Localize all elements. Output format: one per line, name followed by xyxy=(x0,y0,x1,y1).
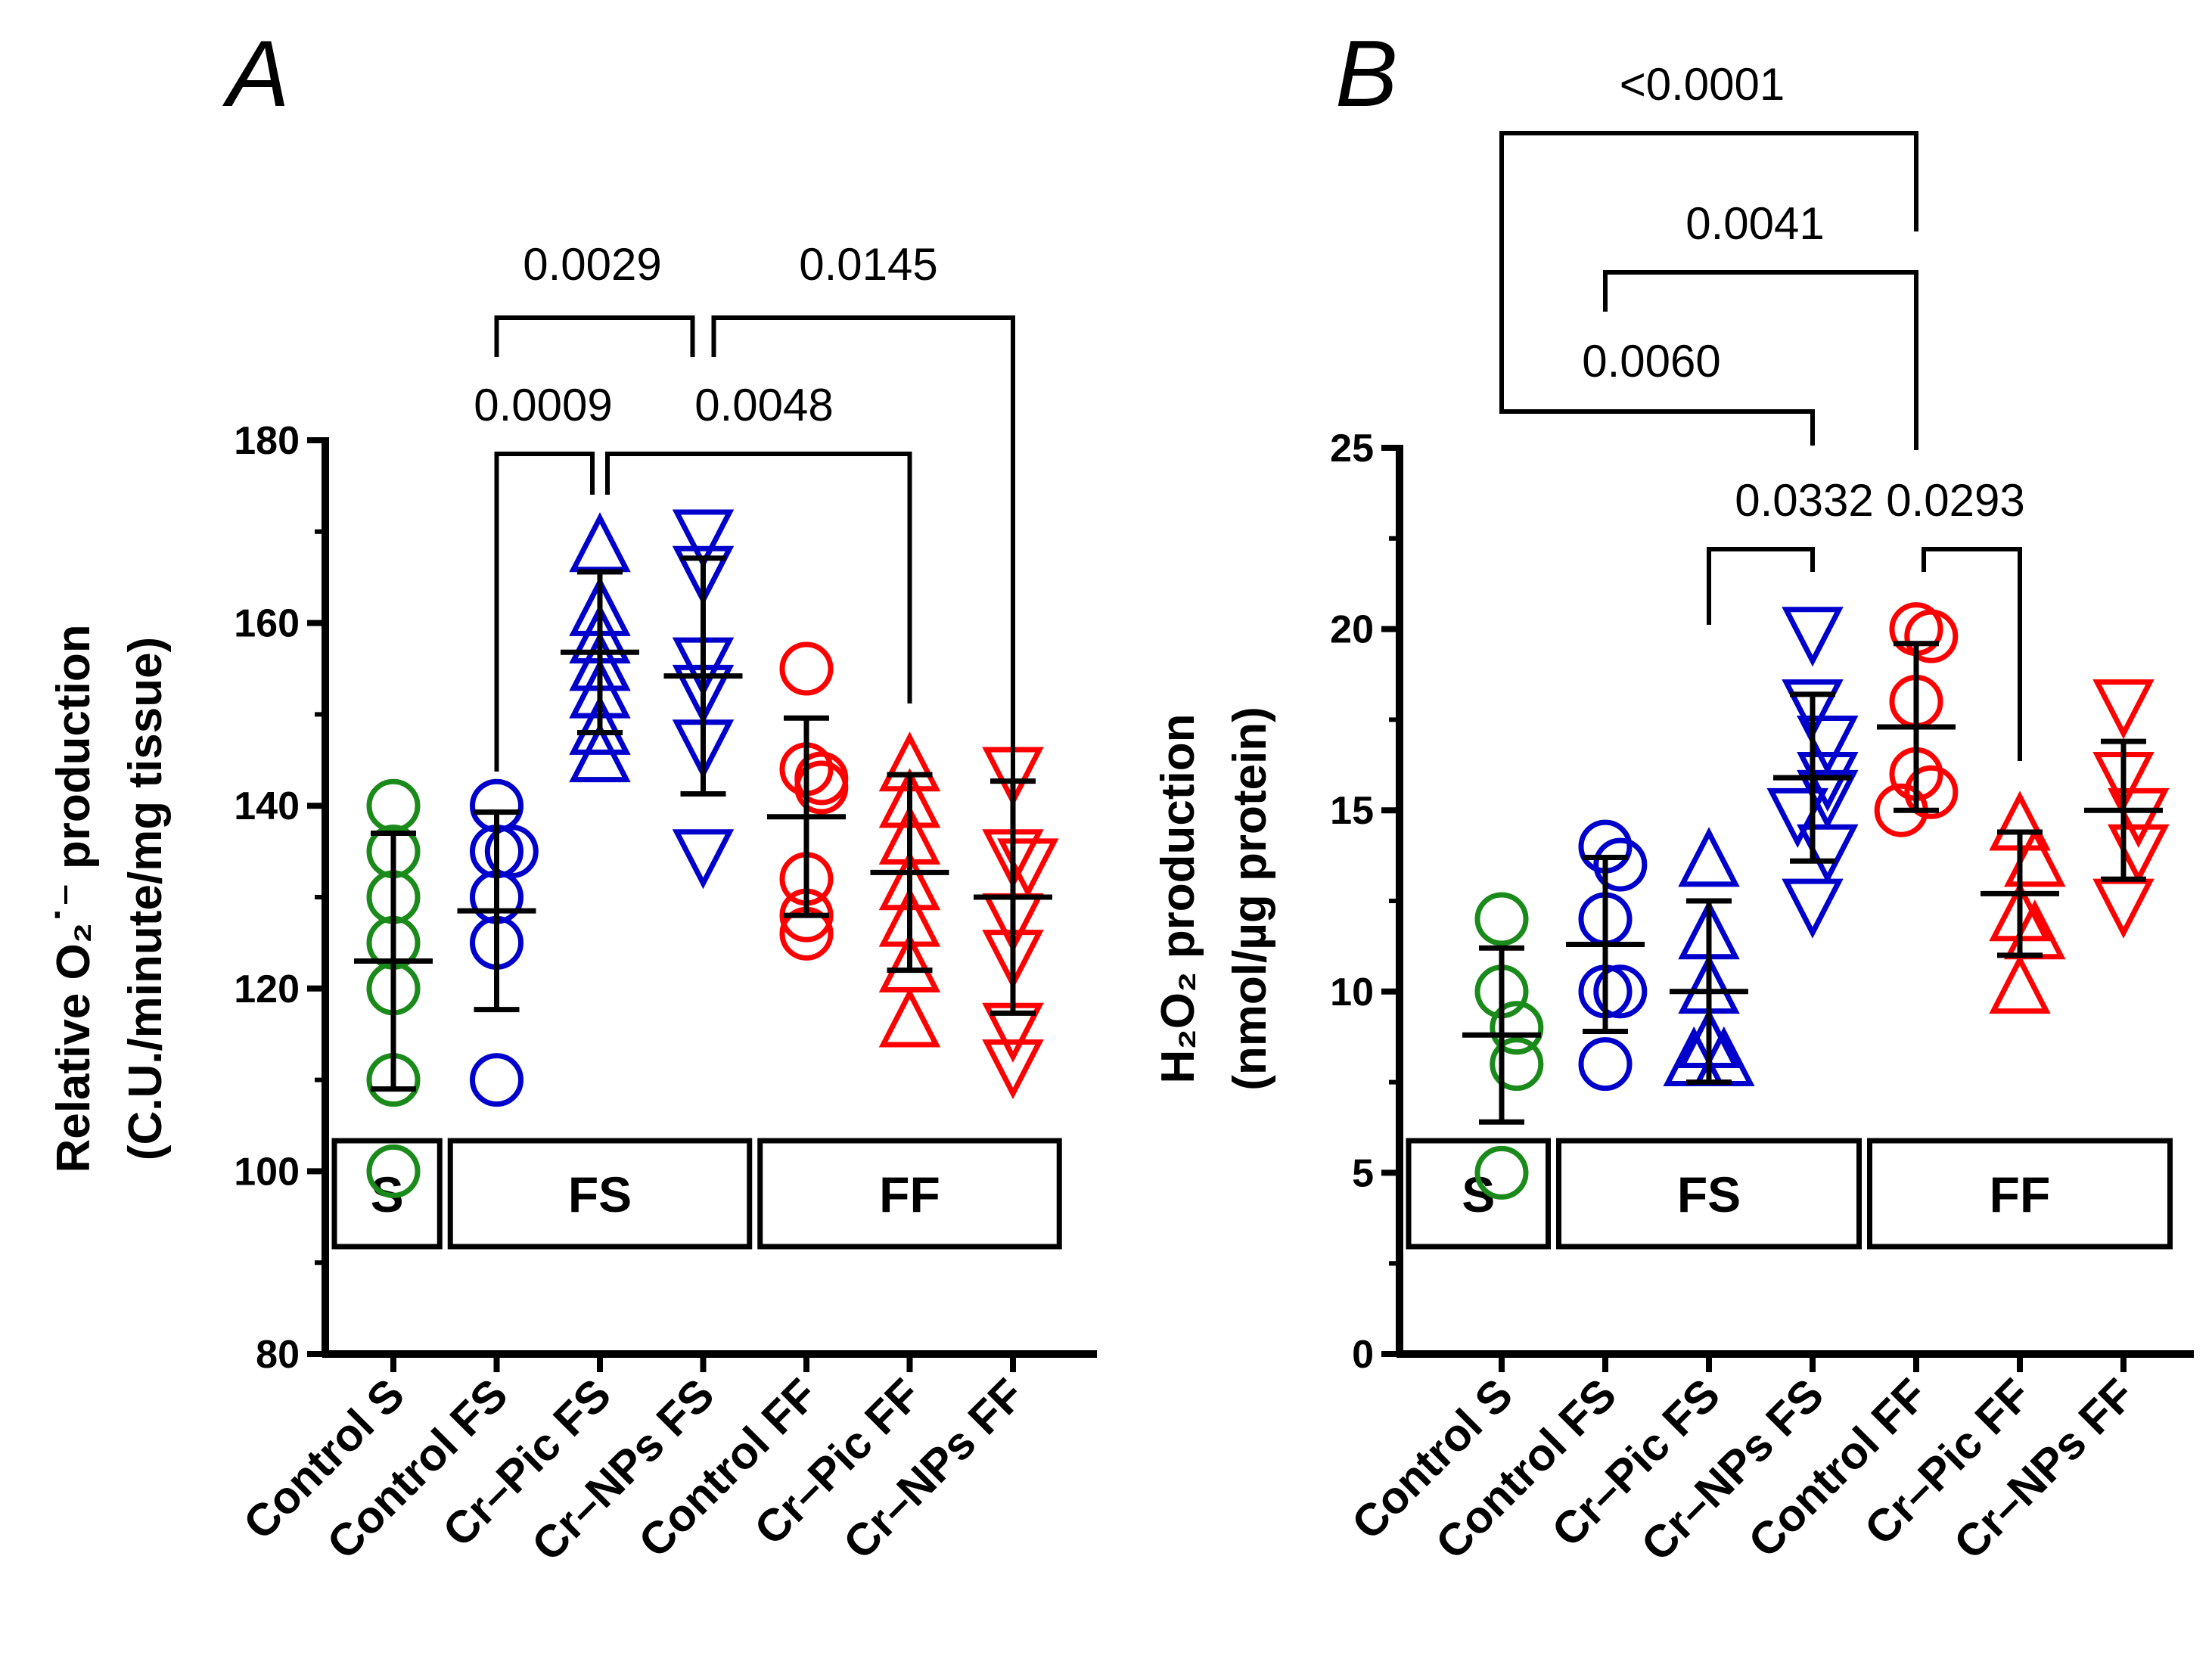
data-point-triangle-down xyxy=(2108,824,2170,884)
p-value-label: 0.0332 xyxy=(1735,475,1874,526)
data-point-triangle-up xyxy=(1989,953,2051,1014)
group-box xyxy=(1556,1138,1862,1250)
significance-bracket xyxy=(494,315,695,357)
significance-bracket xyxy=(494,452,595,772)
panel-a-y-title-line2: (C.U./minute/mg tissue) xyxy=(120,637,172,1160)
data-point-circle xyxy=(1593,837,1648,892)
data-point-circle xyxy=(1474,892,1529,946)
p-value-label: 0.0029 xyxy=(523,239,662,290)
data-point-triangle-down xyxy=(672,545,735,606)
significance-bracket xyxy=(1922,547,2022,761)
panel-b-y-tick-label: 0 xyxy=(1352,1333,1374,1377)
panel-a-y-tick-label: 140 xyxy=(234,784,300,828)
group-box xyxy=(757,1138,1062,1250)
data-point-triangle-up xyxy=(569,512,631,573)
panel-a-y-title-line1: Relative O₂˙⁻ production xyxy=(48,624,100,1172)
panel-b-y-title-line2: (nmol/µg protein) xyxy=(1224,707,1276,1091)
data-point-circle xyxy=(470,1053,523,1107)
data-point-circle xyxy=(1904,765,1959,819)
data-point-triangle-down xyxy=(1782,878,1844,939)
p-value-label: 0.0048 xyxy=(694,380,834,430)
data-point-circle xyxy=(794,760,849,815)
p-value-label: 0.0293 xyxy=(1886,475,2025,526)
panel-b-y-tick-label: 15 xyxy=(1330,789,1374,833)
data-point-triangle-down xyxy=(982,1039,1044,1100)
group-box xyxy=(1406,1138,1551,1250)
panel-b-y-tick-label: 20 xyxy=(1330,608,1374,652)
significance-bracket xyxy=(1707,547,1815,625)
panel-a-letter: A xyxy=(222,22,290,126)
data-point-triangle-down xyxy=(672,509,735,570)
data-point-triangle-down xyxy=(2092,878,2155,939)
data-point-circle xyxy=(366,778,421,833)
p-value-label: 0.0060 xyxy=(1582,336,1721,387)
panel-a-y-tick-label: 120 xyxy=(234,967,300,1011)
panel-b-letter: B xyxy=(1335,22,1398,126)
p-value-label: 0.0145 xyxy=(799,239,938,290)
data-point-triangle-up xyxy=(569,722,631,783)
panel-b-y-tick-label: 5 xyxy=(1352,1151,1374,1195)
data-point-triangle-up xyxy=(1678,827,1740,887)
group-box-label: FS xyxy=(1677,1166,1741,1222)
data-point-triangle-up xyxy=(878,987,941,1048)
group-box xyxy=(331,1138,443,1250)
significance-bracket xyxy=(605,452,912,703)
p-value-label: <0.0001 xyxy=(1620,59,1785,110)
data-point-triangle-down xyxy=(1797,824,1859,884)
group-box xyxy=(447,1138,753,1250)
significance-bracket xyxy=(1499,131,1918,374)
data-point-triangle-up xyxy=(2004,827,2066,887)
group-box-label: FS xyxy=(568,1166,632,1222)
panel-a-y-tick-label: 80 xyxy=(256,1333,300,1377)
group-box xyxy=(1867,1138,2173,1250)
panel-b-y-tick-label: 10 xyxy=(1330,971,1374,1014)
data-point-circle xyxy=(366,1144,421,1198)
panel-b-y-tick-label: 25 xyxy=(1330,427,1374,471)
data-point-triangle-down xyxy=(1782,607,1844,667)
significance-bracket xyxy=(1499,374,1815,446)
group-box-label: FF xyxy=(1990,1166,2051,1222)
data-point-triangle-down xyxy=(672,829,735,890)
group-box-label: FF xyxy=(879,1166,940,1222)
data-point-circle xyxy=(779,641,834,696)
data-point-circle xyxy=(1578,1037,1633,1092)
data-point-circle xyxy=(1904,609,1959,663)
data-point-triangle-down xyxy=(2092,679,2155,740)
panel-a-y-tick-label: 160 xyxy=(234,602,300,646)
p-value-label: 0.0009 xyxy=(474,380,613,430)
panel-a-y-tick-label: 100 xyxy=(234,1150,300,1194)
data-point-circle xyxy=(1593,964,1648,1019)
panel-a-y-tick-label: 180 xyxy=(234,419,300,463)
panel-b-y-title-line1: H₂O₂ production xyxy=(1152,713,1204,1083)
data-point-circle xyxy=(1474,1145,1529,1200)
data-point-triangle-up xyxy=(569,694,631,755)
significance-bracket xyxy=(711,315,1015,781)
data-point-circle xyxy=(1490,1037,1544,1092)
data-point-triangle-down xyxy=(1782,679,1844,740)
p-value-label: 0.0041 xyxy=(1685,198,1825,249)
data-point-circle xyxy=(1490,1001,1544,1055)
significance-bracket xyxy=(1603,270,1918,450)
